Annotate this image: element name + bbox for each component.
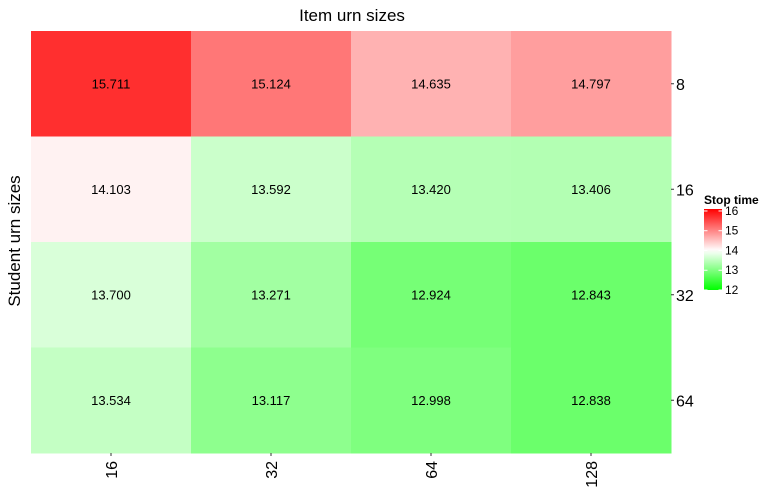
cell-value-label: 14.103 <box>91 182 131 197</box>
y-tick-label: 8 <box>676 77 685 94</box>
legend-ticks: 12 13 14 15 16 <box>704 204 739 297</box>
cell-value-label: 12.843 <box>571 287 611 302</box>
legend-tick-label: 13 <box>725 263 739 277</box>
x-tick-label: 64 <box>424 461 441 479</box>
heatmap-cell <box>511 31 672 137</box>
legend-tick-label: 15 <box>725 224 739 238</box>
heatmap-cell <box>31 242 192 348</box>
heatmap-cell <box>351 347 512 454</box>
y-tick-label: 32 <box>676 288 694 305</box>
y-tick-label: 16 <box>676 182 694 199</box>
heatmap-cell <box>191 136 352 243</box>
cell-value-label: 14.797 <box>571 76 611 91</box>
cell-value-label: 13.592 <box>251 182 291 197</box>
heatmap-cell <box>191 347 352 454</box>
heatmap-cells <box>31 31 672 454</box>
cell-value-label: 13.700 <box>91 287 131 302</box>
cell-value-label: 13.271 <box>251 287 291 302</box>
legend-tick-label: 14 <box>725 243 739 257</box>
legend-tick-label: 12 <box>725 283 739 297</box>
heatmap-cell <box>511 242 672 348</box>
heatmap-cell <box>31 347 192 454</box>
y-axis-title: Student urn sizes <box>5 175 24 306</box>
cell-value-label: 15.124 <box>251 76 291 91</box>
heatmap-cell-labels: 15.711 15.124 14.635 14.797 14.103 13.592 13.4… <box>91 76 611 408</box>
cell-value-label: 12.838 <box>571 393 611 408</box>
x-axis-ticks: 16 32 64 128 <box>104 453 601 488</box>
legend-title: Stop time <box>704 193 759 207</box>
heatmap-cell <box>31 31 192 137</box>
cell-value-label: 12.924 <box>411 287 451 302</box>
cell-value-label: 12.998 <box>411 393 451 408</box>
heatmap-cell <box>191 242 352 348</box>
y-tick-label: 64 <box>676 393 694 410</box>
x-tick-label: 128 <box>584 461 601 488</box>
cell-value-label: 13.406 <box>571 182 611 197</box>
cell-value-label: 14.635 <box>411 76 451 91</box>
heatmap-cell <box>511 136 672 243</box>
chart-title: Item urn sizes <box>299 6 405 25</box>
heatmap-cell <box>351 242 512 348</box>
heatmap-cell <box>31 136 192 243</box>
x-tick-label: 32 <box>264 461 281 479</box>
cell-value-label: 13.117 <box>252 393 291 408</box>
cell-value-label: 13.534 <box>91 393 131 408</box>
heatmap-cell <box>351 31 512 137</box>
heatmap-cell <box>191 31 352 137</box>
cell-value-label: 15.711 <box>92 76 131 91</box>
legend-tick-label: 16 <box>725 204 739 218</box>
heatmap-cell <box>351 136 512 243</box>
legend-colorbar <box>704 209 722 290</box>
y-axis-ticks: 8 16 32 64 <box>671 77 694 410</box>
cell-value-label: 13.420 <box>411 182 451 197</box>
color-legend: Stop time 12 13 14 15 16 <box>704 193 759 297</box>
heatmap-cell <box>511 347 672 454</box>
x-tick-label: 16 <box>104 461 121 479</box>
